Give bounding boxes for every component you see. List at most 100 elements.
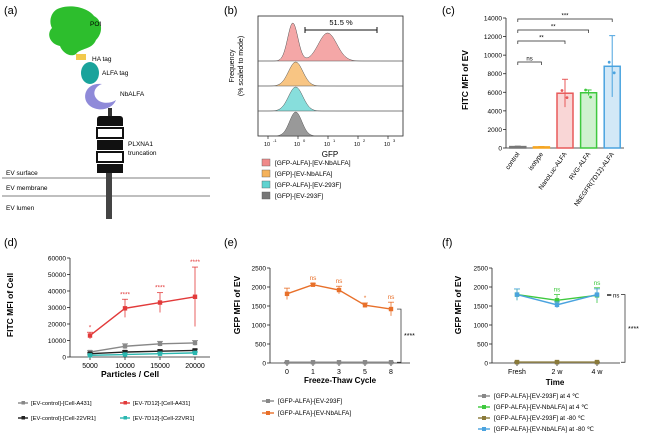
- d-legend-marker: [21, 401, 25, 405]
- e-legend-label: [GFP-ALFA]-[EV-NbALFA]: [278, 410, 351, 417]
- c-point: [607, 60, 611, 64]
- d-ylabel: FITC MFI of Cell: [5, 273, 15, 337]
- poi-label: POI: [90, 21, 101, 28]
- e-legend-label: [GFP-ALFA]-[EV-293F]: [278, 398, 342, 405]
- b-frame: [257, 15, 404, 137]
- panel-label-b: (b): [224, 5, 237, 17]
- c-point: [589, 95, 592, 99]
- b-x-tick-exponent: 0: [303, 138, 306, 143]
- panel-e-line-chart: GFP MFI of EV Freeze-Thaw Cycle 0 500 1000…: [232, 266, 415, 418]
- d-series-line: [89, 342, 196, 353]
- plxna1-label: PLXNA1: [128, 141, 153, 148]
- d-point: [157, 300, 163, 305]
- d-legend-label: [EV-7D12]-[Cell-A431]: [133, 401, 190, 407]
- e-point: [388, 360, 394, 365]
- d-annotation: ****: [120, 291, 131, 298]
- f-x-tick-label: 2 w: [552, 369, 564, 376]
- f-x-tick-label: Fresh: [508, 369, 526, 376]
- c-significance-bracket: [517, 18, 613, 22]
- d-annotation: ****: [190, 259, 201, 266]
- e-point: [336, 287, 342, 293]
- c-x-tick-label: RVG-ALFA: [568, 151, 592, 182]
- f-bracket-ns: [607, 294, 612, 296]
- e-y-tick-label: 2500: [252, 266, 267, 273]
- b-legend-swatch: [261, 191, 271, 200]
- d-point: [87, 353, 93, 358]
- c-significance-bracket: [517, 29, 589, 33]
- d-point: [87, 333, 93, 338]
- d-point: [122, 306, 128, 311]
- d-point: [157, 349, 163, 354]
- e-x-tick-label: 1: [311, 369, 315, 376]
- c-y-tick-label: 6000: [488, 90, 503, 97]
- panel-b-histogram: Frequency (% scaled to mode) 51.5 % 10-1…: [229, 15, 404, 200]
- alfa-tag-shape: [81, 62, 99, 84]
- d-legend-label: [EV-7D12]-[Cell-22VR1]: [133, 416, 195, 422]
- c-y-tick-label: 12000: [484, 34, 502, 41]
- nbalfa-linker: [108, 108, 112, 116]
- ha-tag-label: HA tag: [92, 56, 112, 63]
- b-legend-label: [GFP]-[EV-293F]: [275, 193, 323, 200]
- c-point: [584, 88, 587, 92]
- e-annotation: ns: [336, 278, 344, 285]
- c-y-tick-label: 10000: [484, 53, 502, 60]
- alfa-tag-label: ALFA tag: [102, 70, 129, 77]
- panel-a-schematic: POI HA tag ALFA tag NbALFA PLXNA1 trunca…: [2, 6, 210, 219]
- f-legend-marker: [482, 427, 486, 431]
- f-point: [594, 359, 600, 365]
- d-y-tick-label: 0: [62, 355, 66, 362]
- e-point: [284, 360, 290, 365]
- e-x-tick-label: 3: [337, 369, 341, 376]
- d-legend-marker: [123, 401, 127, 405]
- f-legend-label: [GFP-ALFA]-[EV-NbALFA] at 4 ℃: [494, 404, 588, 411]
- e-point: [362, 360, 368, 365]
- ev-membrane-label: EV membrane: [6, 185, 48, 192]
- d-y-tick-label: 10000: [48, 338, 66, 345]
- c-point: [612, 71, 616, 75]
- e-ylabel: GFP MFI of EV: [232, 275, 242, 334]
- e-legend-marker: [266, 411, 270, 415]
- b-legend-label: [GFP-ALFA]-[EV-NbALFA]: [275, 160, 351, 167]
- c-y-tick-label: 2000: [488, 127, 503, 134]
- f-point: [554, 302, 560, 308]
- panel-label-a: (a): [4, 5, 17, 17]
- d-x-tick-label: 10000: [115, 363, 135, 370]
- b-legend-swatch: [261, 169, 271, 178]
- d-y-tick-label: 60000: [48, 256, 66, 263]
- b-gate-label: 51.5 %: [329, 18, 353, 27]
- b-x-tick-exponent: 1: [333, 138, 336, 143]
- transmembrane-stalk: [106, 173, 112, 219]
- b-ylabel-line1: Frequency: [229, 49, 236, 83]
- ev-surface-label: EV surface: [6, 170, 38, 177]
- e-annotation: ns: [388, 294, 396, 301]
- f-bracket-label-ns: ns: [613, 293, 619, 299]
- d-point: [157, 341, 163, 346]
- f-point: [594, 292, 600, 297]
- b-legend-swatch: [261, 158, 271, 167]
- b-x-tick-exponent: -1: [273, 138, 277, 143]
- d-legend-label: [EV-control]-[Cell-22VR1]: [31, 416, 96, 422]
- f-point: [514, 292, 520, 297]
- b-x-tick-label: 10: [384, 142, 390, 148]
- d-point: [157, 351, 163, 356]
- d-y-tick-label: 20000: [48, 322, 66, 329]
- panel-label-e: (e): [224, 237, 237, 249]
- c-x-tick-label: control: [505, 151, 522, 171]
- e-point: [284, 291, 290, 297]
- d-point: [122, 352, 128, 357]
- f-legend-label: [GFP-ALFA]-[EV-293F] at 4 ℃: [494, 393, 579, 400]
- b-legend-label: [GFP]-[EV-NbALFA]: [275, 171, 333, 178]
- f-y-tick-label: 2000: [474, 285, 489, 292]
- b-trace-gfpalfa-nbalfa: [258, 22, 403, 62]
- d-legend-marker: [21, 416, 25, 420]
- b-x-tick-label: 10: [324, 142, 330, 148]
- c-bar: [579, 92, 598, 149]
- b-x-tick-label: 10: [354, 142, 360, 148]
- c-y-tick-label: 14000: [484, 16, 502, 23]
- e-y-tick-label: 0: [262, 361, 266, 368]
- d-series-line: [89, 349, 196, 355]
- panel-c-bar-chart: FITC MFI of EV 0 2000 4000 6000 8000 10000 120…: [460, 14, 624, 208]
- f-annotation: ns: [594, 280, 602, 287]
